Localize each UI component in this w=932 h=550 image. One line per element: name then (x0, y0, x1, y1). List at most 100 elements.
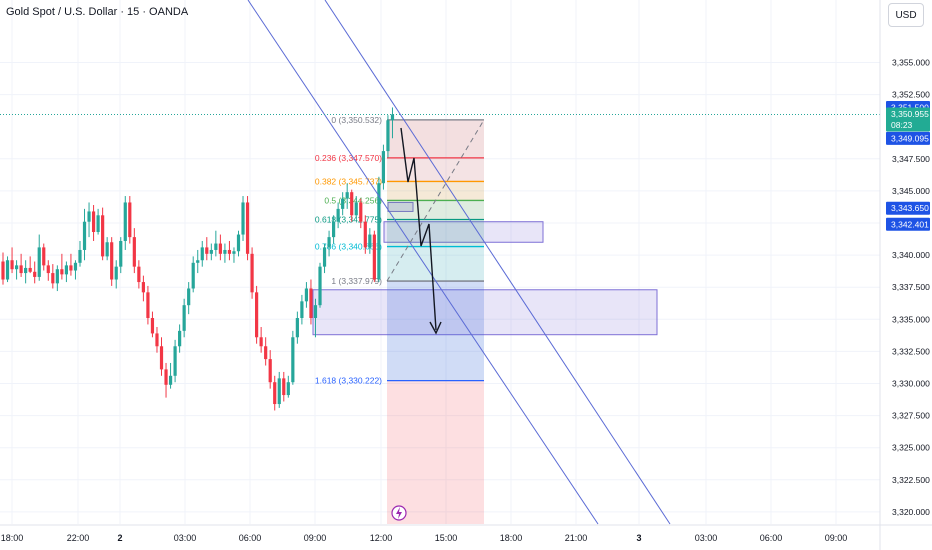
candle-body (19, 265, 23, 274)
candle-body (200, 247, 204, 261)
small-zone-box[interactable] (387, 201, 414, 212)
y-tick-label: 3,322.500 (892, 475, 930, 485)
x-tick-label: 06:00 (760, 533, 783, 543)
price-badges: 3,351.5003,350.95508:233,349.0953,343.65… (886, 100, 930, 231)
projection-path[interactable] (400, 127, 437, 331)
y-tick-label: 3,352.500 (892, 90, 930, 100)
y-tick-label: 3,340.000 (892, 250, 930, 260)
fib-band (387, 119, 484, 158)
candle-body (196, 260, 200, 263)
time-axis[interactable]: 18:00 22:00 2 03:00 06:00 09:00 12:00 15:00 18:0… (0, 524, 932, 543)
candle-body (223, 249, 227, 254)
y-tick-label: 3,355.000 (892, 58, 930, 68)
candle-body (273, 382, 277, 405)
x-tick-label: 3 (636, 533, 641, 543)
lower-trendline[interactable] (324, 0, 671, 525)
candle-body (33, 271, 37, 277)
candle-body (10, 260, 14, 270)
candle-body (1, 261, 5, 280)
candle-body (146, 292, 150, 319)
candle-body (69, 265, 73, 271)
candle-body (359, 202, 363, 222)
price-badge-countdown: 08:23 (891, 120, 913, 130)
fib-level-label: 1.618 (3,330.222) (315, 376, 382, 386)
candle-body (164, 369, 168, 385)
y-tick-label: 3,332.500 (892, 346, 930, 356)
candle-body (268, 359, 272, 383)
candle-body (322, 247, 327, 267)
candle-body (350, 192, 354, 216)
candle-body (286, 382, 290, 396)
currency-button[interactable]: USD (888, 3, 924, 27)
y-tick-label: 3,325.000 (892, 443, 930, 453)
fib-band (387, 119, 484, 381)
x-tick-label: 03:00 (174, 533, 197, 543)
fib-extension-area (387, 380, 484, 524)
y-tick-label: 3,330.000 (892, 379, 930, 389)
candle-body (82, 221, 87, 250)
alert-marker-icon[interactable] (391, 505, 407, 521)
candle-body (37, 247, 41, 277)
fib-level-label: 0.382 (3,345.737) (315, 176, 382, 186)
price-badge-value: 3,349.095 (891, 133, 929, 143)
candle-body (24, 267, 28, 274)
y-tick-label: 3,347.500 (892, 154, 930, 164)
zone-layer (312, 201, 658, 336)
y-tick-label: 3,337.500 (892, 282, 930, 292)
upper-trendline[interactable] (247, 0, 599, 525)
fib-band (387, 246, 484, 282)
candle-body (214, 243, 218, 250)
candle-body (178, 330, 182, 347)
candle-body (250, 253, 254, 293)
candle-body (114, 266, 118, 280)
candle-body (368, 234, 372, 248)
x-tick-label: 18:00 (500, 533, 523, 543)
candle-body (96, 215, 100, 232)
x-tick-label: 09:00 (304, 533, 327, 543)
candle-body (354, 202, 358, 216)
candle-body (123, 202, 127, 241)
candle-body (377, 183, 381, 280)
price-badge (886, 131, 930, 145)
candle-body (372, 234, 376, 280)
price-badge (886, 201, 930, 215)
candle-body (55, 269, 59, 284)
x-tick-label: 06:00 (239, 533, 262, 543)
fib-level-label: 0.618 (3,342.775) (315, 214, 382, 224)
candle-body (64, 265, 69, 275)
candle-body (110, 242, 114, 280)
candle-body (327, 237, 331, 248)
x-tick-label: 15:00 (435, 533, 458, 543)
lower-demand-box[interactable] (312, 289, 658, 336)
candle-body (73, 262, 78, 271)
candle-body (101, 215, 105, 257)
candle-body (390, 114, 395, 121)
x-tick-label: 03:00 (695, 533, 718, 543)
candle-body (87, 211, 91, 222)
candle-body (227, 249, 232, 254)
candle-body (28, 267, 32, 272)
candle-body (304, 288, 309, 302)
fib-level-label: 0 (3,350.532) (331, 115, 382, 125)
fibonacci-retracement[interactable]: 0 (3,350.532) 0.236 (3,347.570) 0.382 (3,3… (315, 115, 485, 524)
candle-body (5, 260, 10, 280)
price-axis[interactable]: 3,355.000 3,352.500 3,347.500 3,345.000 3,34… (879, 0, 930, 550)
candle-body (264, 346, 268, 360)
candle-body (295, 318, 299, 338)
y-tick-label: 3,327.500 (892, 411, 930, 421)
candle-body (137, 266, 141, 283)
projection-arrowhead (429, 321, 442, 335)
candle-body (259, 337, 263, 347)
candle-body (91, 211, 96, 232)
candle-body (336, 208, 340, 222)
y-tick-label: 3,335.000 (892, 314, 930, 324)
grid-lines (0, 0, 880, 524)
x-tick-label: 21:00 (565, 533, 588, 543)
candle-body (150, 318, 155, 334)
candle-body (363, 221, 367, 248)
price-badge-value: 3,342.401 (891, 219, 929, 229)
candle-body (236, 234, 241, 252)
drawing-layer[interactable] (0, 0, 880, 525)
fib-level-label: 1 (3,337.979) (331, 276, 382, 286)
